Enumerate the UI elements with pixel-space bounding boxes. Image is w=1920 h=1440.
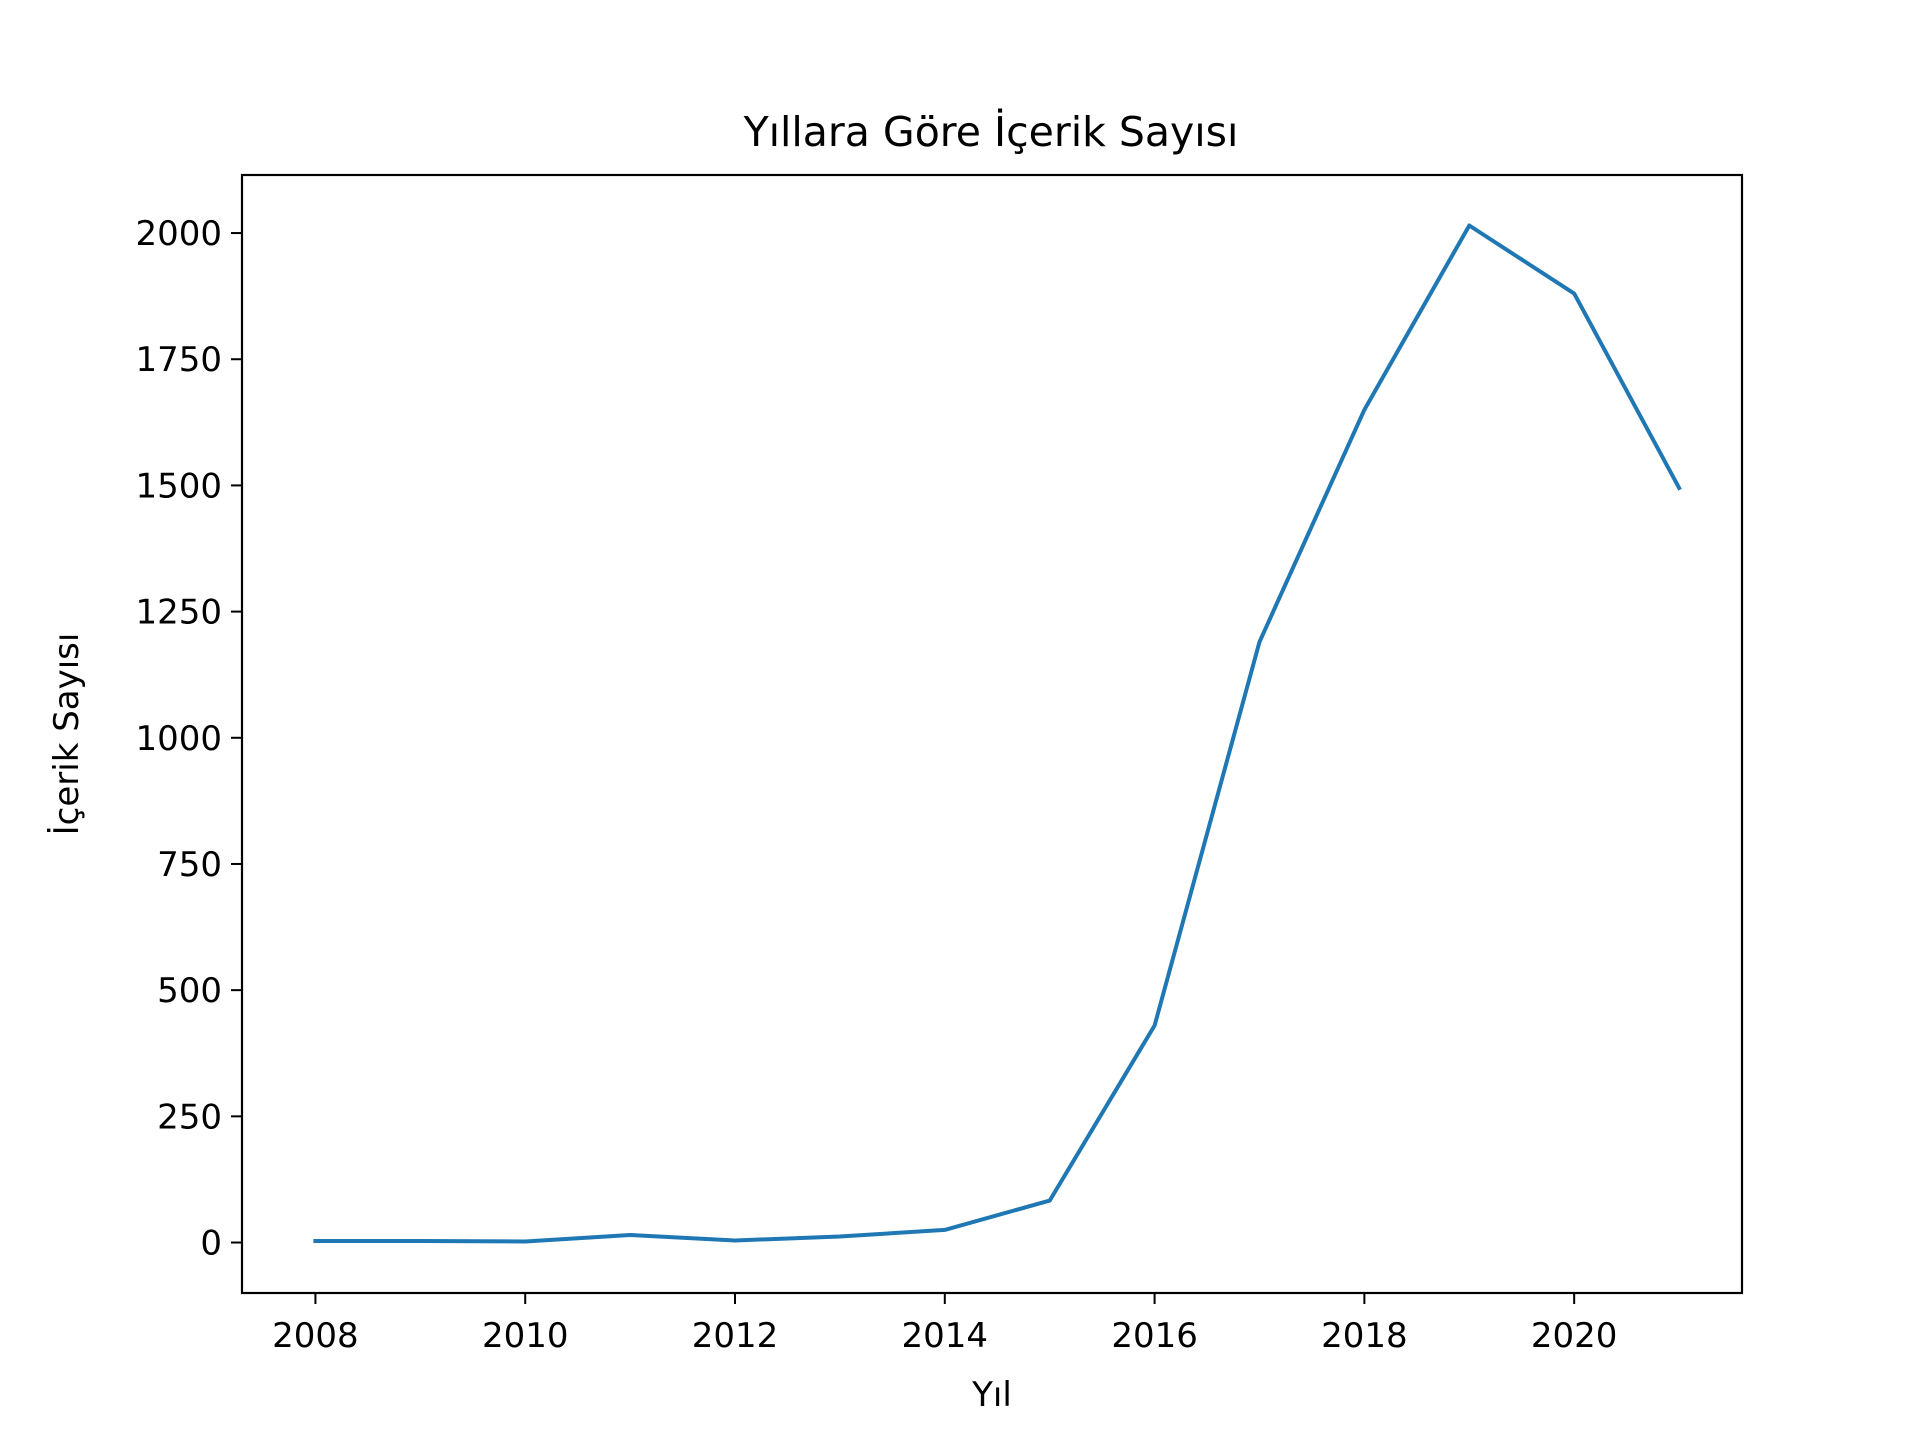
plot-area bbox=[313, 223, 1682, 1244]
data-point bbox=[1677, 486, 1681, 490]
data-point bbox=[838, 1234, 842, 1238]
x-axis-ticks: 2008 2010 2012 2014 2016 2018 2020 bbox=[272, 1293, 1617, 1356]
y-tick-label: 1500 bbox=[135, 466, 222, 506]
y-axis-ticks: 0 250 500 750 1000 1250 1500 1750 2000 bbox=[135, 214, 242, 1264]
x-tick-label: 2018 bbox=[1321, 1316, 1408, 1356]
y-tick-label: 1750 bbox=[135, 340, 222, 380]
y-tick-label: 2000 bbox=[135, 214, 222, 254]
chart-title: Yıllara Göre İçerik Sayısı bbox=[743, 108, 1239, 156]
y-tick-label: 1000 bbox=[135, 719, 222, 759]
data-point bbox=[1153, 1023, 1157, 1027]
x-tick-label: 2014 bbox=[902, 1316, 989, 1356]
data-point bbox=[418, 1239, 422, 1243]
x-tick-label: 2010 bbox=[482, 1316, 569, 1356]
data-point bbox=[628, 1233, 632, 1237]
y-tick-label: 250 bbox=[157, 1097, 222, 1137]
x-tick-label: 2016 bbox=[1111, 1316, 1198, 1356]
x-axis-title: Yıl bbox=[971, 1375, 1012, 1415]
data-point bbox=[1572, 292, 1576, 296]
x-tick-label: 2020 bbox=[1531, 1316, 1618, 1356]
data-point bbox=[1467, 223, 1471, 227]
data-point bbox=[313, 1239, 317, 1243]
y-tick-label: 500 bbox=[157, 971, 222, 1011]
axes-frame bbox=[240, 173, 1744, 1295]
series-line bbox=[313, 223, 1682, 1244]
y-axis-title: İçerik Sayısı bbox=[47, 633, 87, 836]
data-point bbox=[733, 1239, 737, 1243]
data-point bbox=[943, 1228, 947, 1232]
x-tick-label: 2012 bbox=[692, 1316, 779, 1356]
data-point bbox=[523, 1240, 527, 1244]
x-tick-label: 2008 bbox=[272, 1316, 359, 1356]
data-point bbox=[1362, 408, 1366, 412]
y-tick-label: 0 bbox=[200, 1224, 222, 1264]
y-tick-label: 750 bbox=[157, 845, 222, 885]
data-point bbox=[1048, 1199, 1052, 1203]
data-point bbox=[1257, 640, 1261, 644]
y-tick-label: 1250 bbox=[135, 593, 222, 633]
